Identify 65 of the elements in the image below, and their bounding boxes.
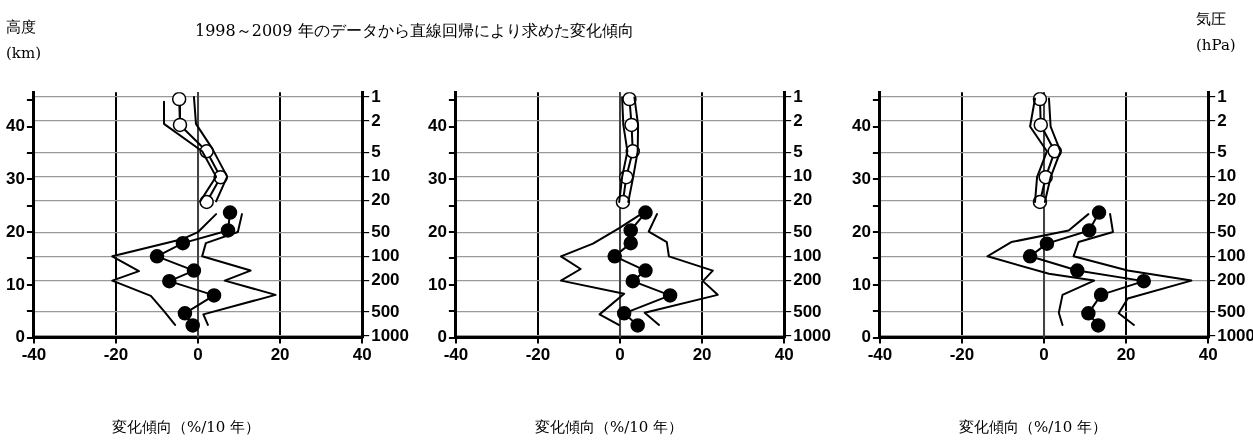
y2-tick-label: 1 [793,86,803,106]
y-tick-label: 30 [427,168,447,188]
y2-tick-label: 5 [793,142,803,162]
x-tick-label: -40 [21,345,47,365]
y2-tick-label: 2 [1217,110,1227,130]
x-axis-title: 変化傾向（%/10 年） [110,418,262,437]
y2-tick-label: 1000 [371,325,410,345]
y2-tick-label: 500 [371,301,400,321]
y-tick-label: 20 [851,221,871,241]
y2-tick-label: 1 [1217,86,1227,106]
y-tick-label: 10 [5,274,25,294]
y-tick-label: 0 [437,327,447,347]
y2-tick-label: 20 [793,190,813,210]
y2-tick-label: 100 [1217,246,1246,266]
y2-tick-label: 5 [371,142,381,162]
y-tick-label: 20 [427,221,447,241]
y2-tick-label: 200 [793,270,822,290]
y2-tick-label: 200 [371,270,400,290]
y2-tick-label: 2 [793,110,803,130]
y-tick-label: 30 [5,168,25,188]
x-tick-label: 20 [1116,345,1136,365]
y2-tick-label: 10 [1217,166,1237,186]
y-tick-label: 10 [427,274,447,294]
y-tick-label: 0 [15,327,25,347]
y-tick-label: 10 [851,274,871,294]
x-tick-label: 0 [615,345,625,365]
y2-tick-label: 500 [793,301,822,321]
text: 1998～2009 年のデータから直線回帰により求めた変化傾向 [195,20,634,42]
y2-tick-label: 50 [371,222,391,242]
y2-tick-label: 200 [1217,270,1246,290]
y-tick-label: 0 [861,327,871,347]
y2-tick-label: 5 [1217,142,1227,162]
x-tick-label: 40 [352,345,372,365]
y2-tick-label: 10 [371,166,391,186]
y2-tick-label: 500 [1217,301,1246,321]
y2-tick-label: 100 [371,246,400,266]
y2-tick-label: 2 [371,110,381,130]
y2-tick-label: 1000 [793,325,832,345]
y2-tick-label: 50 [1217,222,1237,242]
x-axis-title: 変化傾向（%/10 年） [957,418,1109,437]
y2-tick-label: 10 [793,166,813,186]
y2-tick-label: 50 [793,222,813,242]
y2-axis-title: 気圧 (hPa) [1196,9,1237,56]
y-axis-title: 高度 (km) [6,17,43,64]
x-axis-title: 変化傾向（%/10 年） [533,418,685,437]
x-tick-label: -40 [443,345,469,365]
x-tick-label: 0 [1039,345,1049,365]
y-tick-label: 20 [5,221,25,241]
y-tick-label: 40 [851,116,871,136]
y2-tick-label: 100 [793,246,822,266]
x-tick-label: -40 [867,345,893,365]
x-tick-label: -20 [103,345,129,365]
y2-tick-label: 20 [1217,190,1237,210]
y2-tick-label: 20 [371,190,391,210]
y-tick-label: 40 [427,116,447,136]
y-tick-label: 30 [851,168,871,188]
x-tick-label: 0 [193,345,203,365]
x-tick-label: 20 [692,345,712,365]
y-tick-label: 40 [5,116,25,136]
x-tick-label: 20 [270,345,290,365]
x-tick-label: 40 [774,345,794,365]
x-tick-label: -20 [525,345,551,365]
x-tick-label: 40 [1198,345,1218,365]
y2-tick-label: 1 [371,86,381,106]
x-tick-label: -20 [949,345,975,365]
